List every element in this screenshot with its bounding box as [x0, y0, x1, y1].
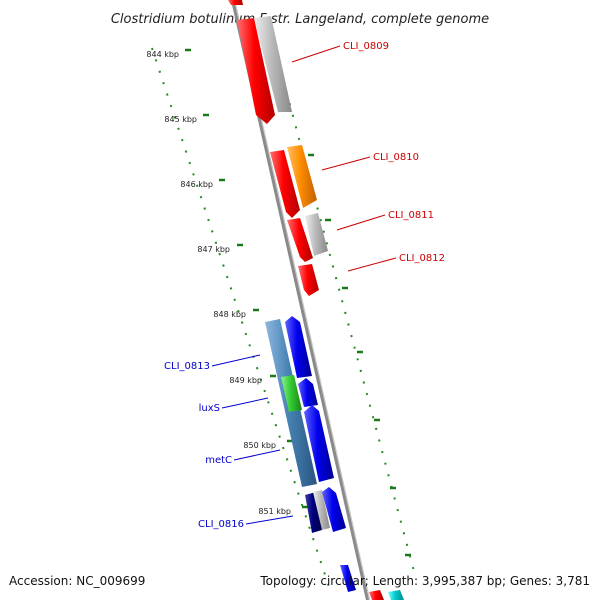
- tick-label-848: 848 kbp: [213, 310, 246, 319]
- label-cli-0810[interactable]: CLI_0810: [373, 152, 419, 163]
- gene-bottom-cyan[interactable]: [388, 590, 404, 600]
- tick-label-851: 851 kbp: [258, 507, 291, 516]
- leader-metc: [233, 449, 281, 461]
- gene-bottom-blue[interactable]: [340, 565, 356, 592]
- label-cli-0816[interactable]: CLI_0816: [198, 519, 244, 530]
- genome-summary-text: Topology: circular; Length: 3,995,387 bp…: [259, 574, 590, 588]
- label-cli-0809[interactable]: CLI_0809: [343, 41, 389, 52]
- gene-cli-0810[interactable]: [287, 145, 317, 208]
- gene-cli-0816[interactable]: [305, 492, 322, 533]
- gene-cli-0809[interactable]: [237, 18, 275, 124]
- label-cli-0811[interactable]: CLI_0811: [388, 210, 434, 221]
- leader-cli-0816: [245, 515, 294, 525]
- gene-blue-2[interactable]: [298, 378, 318, 407]
- tick-label-845: 845 kbp: [164, 115, 197, 124]
- gene-luxs[interactable]: [281, 375, 302, 412]
- map-title: Clostridium botulinum F str. Langeland, …: [111, 12, 489, 27]
- gene-red-0810[interactable]: [270, 150, 300, 218]
- gene-top-fragment[interactable]: [228, 0, 243, 5]
- label-cli-0813[interactable]: CLI_0813: [164, 361, 210, 372]
- gene-cli-0812[interactable]: [298, 264, 319, 296]
- gene-cli-0811[interactable]: [305, 213, 328, 256]
- gene-gray-0816[interactable]: [313, 490, 330, 530]
- ruler-right-major-ticks: [308, 153, 411, 557]
- gene-blue-1[interactable]: [285, 316, 312, 378]
- gene-blue-3[interactable]: [304, 405, 334, 482]
- tick-label-847: 847 kbp: [197, 245, 230, 254]
- tick-label-844: 844 kbp: [146, 50, 179, 59]
- leader-luxs: [221, 397, 269, 409]
- label-metc[interactable]: metC: [205, 455, 232, 466]
- gene-red-0811[interactable]: [287, 218, 313, 262]
- gene-blue-4[interactable]: [322, 487, 346, 532]
- tick-label-850: 850 kbp: [243, 441, 276, 450]
- leader-cli-0811: [336, 214, 386, 231]
- ruler-major-ticks: [185, 48, 308, 509]
- accession-text: Accession: NC_009699: [9, 574, 145, 588]
- gene-cli-0809-gray[interactable]: [254, 16, 292, 112]
- leader-cli-0813: [211, 354, 261, 367]
- leader-cli-0810: [321, 156, 371, 171]
- label-luxs[interactable]: luxS: [199, 403, 220, 414]
- tick-label-846: 846 kbp: [180, 180, 213, 189]
- gene-bottom-red[interactable]: [369, 590, 384, 600]
- leader-cli-0812: [347, 257, 397, 272]
- tick-label-849: 849 kbp: [229, 376, 262, 385]
- leader-cli-0809: [291, 45, 341, 63]
- label-cli-0812[interactable]: CLI_0812: [399, 253, 445, 264]
